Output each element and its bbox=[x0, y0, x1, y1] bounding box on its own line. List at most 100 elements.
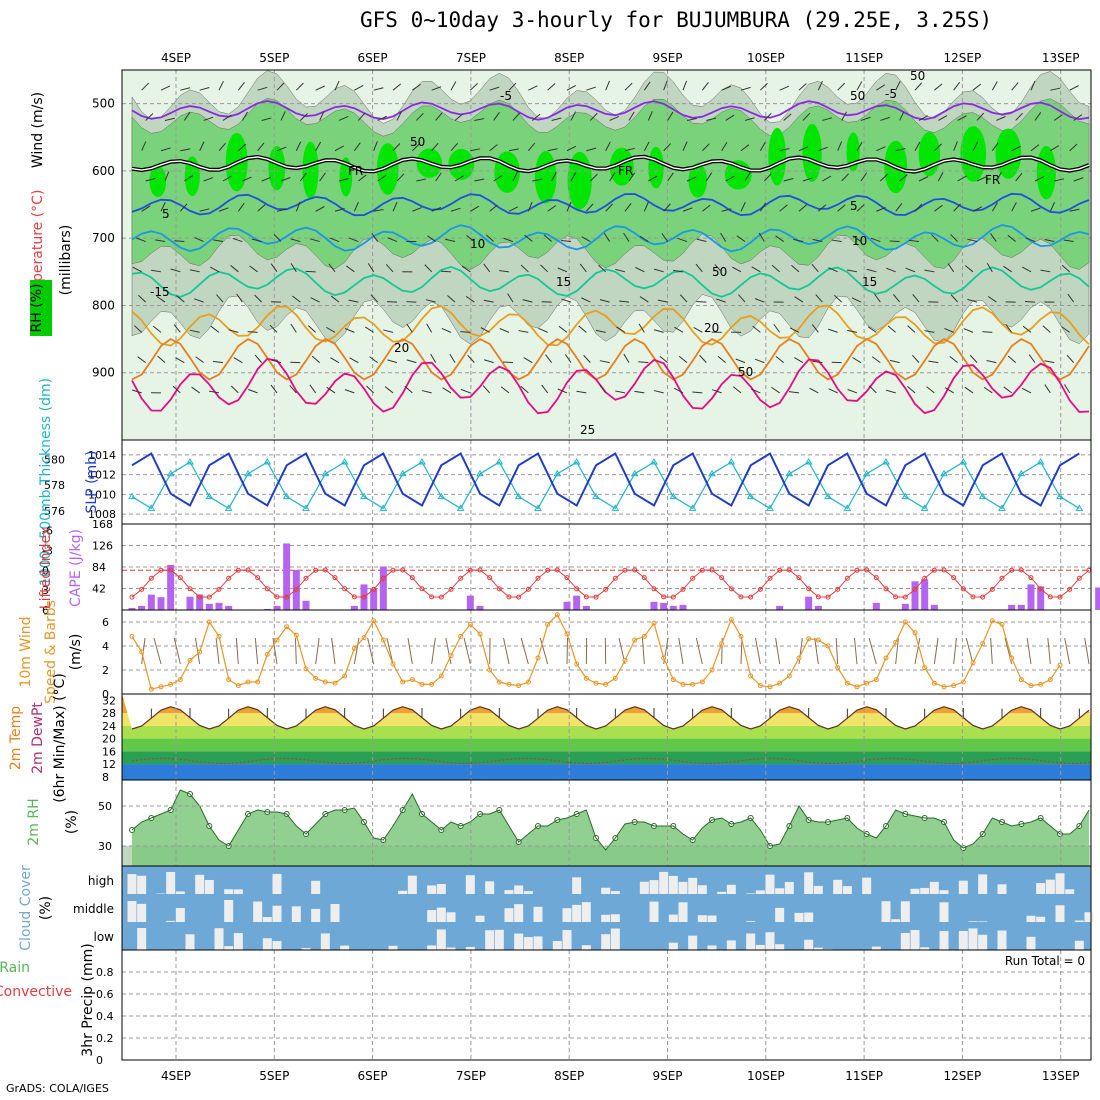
wind-barb bbox=[315, 206, 325, 212]
wind-barb bbox=[912, 293, 920, 303]
wind-barb bbox=[950, 234, 959, 242]
wind-barb bbox=[566, 145, 577, 152]
wind-barb bbox=[937, 171, 944, 182]
contour-label: 25 bbox=[580, 423, 595, 437]
wind-barb bbox=[576, 390, 587, 394]
lifted-marker bbox=[922, 575, 928, 581]
wind-barb bbox=[174, 240, 185, 243]
wind-barb bbox=[643, 81, 651, 91]
thickness-marker bbox=[978, 492, 987, 500]
wind-barb bbox=[290, 238, 301, 243]
wind-barb bbox=[852, 235, 862, 242]
wind-barb bbox=[914, 82, 923, 91]
cloud-bar bbox=[978, 934, 988, 950]
wind-barb bbox=[775, 355, 784, 364]
cape-ytick-label: 126 bbox=[92, 540, 113, 553]
thickness-marker bbox=[959, 458, 968, 465]
cloud-bar bbox=[746, 933, 756, 950]
wind-barb bbox=[489, 204, 498, 212]
wind-barb bbox=[740, 202, 746, 212]
wind-barb bbox=[489, 86, 500, 91]
cape-bar bbox=[1017, 604, 1025, 610]
wind-barb bbox=[1069, 85, 1079, 91]
cape-bar bbox=[196, 594, 204, 610]
wind-barb bbox=[905, 267, 916, 273]
wind10m-barb bbox=[215, 637, 220, 665]
wind-barb bbox=[740, 86, 751, 91]
wind-barb bbox=[209, 266, 220, 273]
thickness-marker bbox=[824, 492, 832, 500]
cloud-bar bbox=[214, 928, 224, 950]
wind-barb bbox=[721, 141, 728, 151]
wind-barb bbox=[1063, 239, 1074, 243]
wind-barb bbox=[789, 391, 800, 394]
wind-barb bbox=[674, 326, 684, 333]
wind-barb bbox=[470, 148, 481, 152]
wind-barb bbox=[712, 389, 722, 394]
lifted-marker bbox=[496, 586, 502, 592]
wind-barb bbox=[1034, 176, 1045, 182]
lifted-marker bbox=[226, 575, 232, 581]
cloud-bar bbox=[610, 914, 620, 922]
wind-barb bbox=[348, 299, 359, 303]
cloud-bar bbox=[871, 946, 881, 950]
wind10m-barb bbox=[386, 637, 394, 665]
wind-barb bbox=[1044, 239, 1055, 243]
date-label-bottom: 4SEP bbox=[161, 1069, 191, 1083]
wind-barb bbox=[132, 266, 142, 273]
precip-ytick-label: 0.2 bbox=[96, 1032, 114, 1045]
wind-barb bbox=[856, 81, 863, 91]
cloud-bar bbox=[697, 915, 707, 922]
wind-barb bbox=[547, 148, 558, 152]
cape-bar bbox=[205, 603, 213, 610]
wind-barb bbox=[818, 146, 828, 152]
wind-barb bbox=[744, 117, 755, 121]
wind-barb bbox=[725, 114, 735, 121]
wind-barb bbox=[895, 81, 901, 91]
wind-barb bbox=[344, 389, 355, 394]
wind-axis-label-2: Speed & Barbs bbox=[43, 600, 59, 704]
cloud-bar bbox=[388, 945, 398, 950]
wind-barb bbox=[638, 323, 645, 333]
contour-label: -5 bbox=[885, 87, 897, 101]
wind-barb bbox=[828, 388, 838, 394]
cape-bar bbox=[911, 581, 919, 610]
wind-barb bbox=[967, 238, 978, 243]
wind-barb bbox=[309, 384, 317, 394]
lifted-marker bbox=[535, 575, 541, 581]
wind-barb bbox=[598, 264, 607, 273]
lifted-line bbox=[131, 569, 1090, 598]
lifted-marker bbox=[806, 586, 812, 592]
cape-bar bbox=[650, 601, 658, 610]
wind-barb bbox=[450, 142, 459, 152]
thickness-marker bbox=[495, 458, 504, 465]
wind-barb bbox=[991, 81, 998, 91]
wind-barb bbox=[528, 85, 538, 91]
cloud-bar bbox=[765, 932, 775, 950]
wind-barb bbox=[623, 232, 630, 242]
wind-barb bbox=[1061, 264, 1070, 273]
wind-barb bbox=[461, 265, 471, 273]
wind-barb bbox=[624, 203, 632, 212]
wind-axis-unit: (m/s) bbox=[68, 634, 84, 671]
temp-ytick-label: 24 bbox=[102, 720, 116, 733]
wind-barb bbox=[1044, 384, 1051, 394]
rh-line bbox=[131, 789, 1090, 851]
rh2m-axis-unit: (%) bbox=[64, 810, 80, 834]
rh-bright-cell bbox=[802, 123, 822, 182]
thickness-marker bbox=[669, 492, 678, 500]
rh-area bbox=[132, 790, 1089, 866]
wind-barb bbox=[1044, 360, 1055, 364]
wind-barb bbox=[276, 82, 285, 91]
cloud-bar bbox=[427, 885, 437, 894]
wind-barb bbox=[609, 172, 616, 182]
thickness-marker bbox=[1056, 492, 1064, 500]
wind-barb bbox=[693, 327, 703, 333]
wind-barb bbox=[366, 385, 375, 394]
wind-barb bbox=[540, 264, 549, 273]
wind-barb bbox=[1025, 237, 1036, 243]
wind-barb bbox=[483, 299, 494, 303]
wind-barb bbox=[957, 175, 967, 182]
wind-barb bbox=[508, 206, 519, 212]
